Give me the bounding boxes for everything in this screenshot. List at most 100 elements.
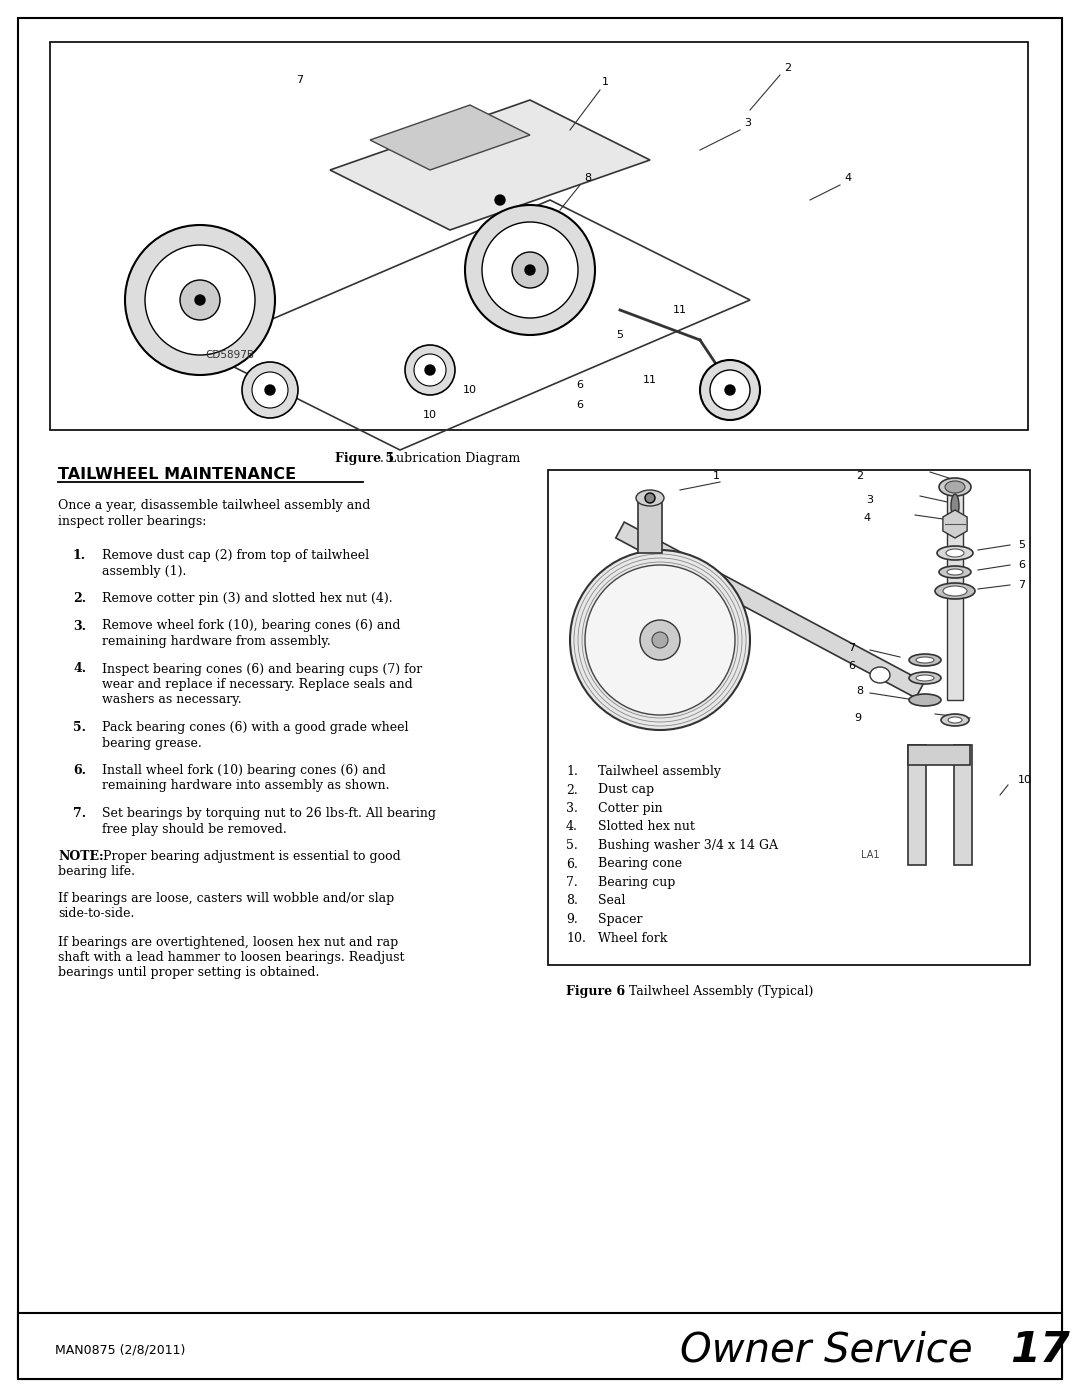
Text: 10: 10 (1018, 775, 1032, 785)
Text: 4: 4 (845, 173, 851, 183)
Text: 10: 10 (463, 386, 477, 395)
Text: 1: 1 (713, 471, 719, 481)
Ellipse shape (935, 583, 975, 599)
Ellipse shape (265, 386, 275, 395)
Text: If bearings are loose, casters will wobble and/or slap: If bearings are loose, casters will wobb… (58, 893, 394, 905)
Bar (947, 490, 963, 700)
Text: 10: 10 (423, 409, 437, 420)
Text: 7: 7 (849, 643, 855, 652)
Text: free play should be removed.: free play should be removed. (102, 823, 287, 835)
Ellipse shape (414, 353, 446, 386)
Ellipse shape (939, 478, 971, 496)
Ellipse shape (636, 490, 664, 506)
Ellipse shape (909, 654, 941, 666)
Text: shaft with a lead hammer to loosen bearings. Readjust: shaft with a lead hammer to loosen beari… (58, 951, 405, 964)
Text: LA1: LA1 (861, 849, 879, 861)
Bar (548, 469, 1030, 965)
Text: Pack bearing cones (6) with a good grade wheel: Pack bearing cones (6) with a good grade… (102, 721, 408, 733)
Bar (50, 42, 1028, 430)
Text: 6.: 6. (566, 858, 578, 870)
Ellipse shape (909, 694, 941, 705)
Text: 8.: 8. (566, 894, 578, 908)
Text: bearings until proper setting is obtained.: bearings until proper setting is obtaine… (58, 965, 320, 979)
Text: 17: 17 (1010, 1329, 1070, 1370)
Ellipse shape (916, 675, 934, 680)
Ellipse shape (941, 714, 969, 726)
Text: 2: 2 (856, 471, 864, 481)
Text: bearing grease.: bearing grease. (102, 736, 202, 750)
Text: Once a year, disassemble tailwheel assembly and: Once a year, disassemble tailwheel assem… (58, 499, 370, 511)
Text: 11: 11 (643, 374, 657, 386)
Ellipse shape (943, 585, 967, 597)
Text: . Tailwheel Assembly (Typical): . Tailwheel Assembly (Typical) (621, 985, 813, 997)
Ellipse shape (948, 717, 962, 724)
Ellipse shape (495, 196, 505, 205)
Text: Install wheel fork (10) bearing cones (6) and: Install wheel fork (10) bearing cones (6… (102, 764, 386, 777)
Text: Owner Service: Owner Service (680, 1330, 985, 1369)
Ellipse shape (870, 666, 890, 683)
Ellipse shape (947, 569, 963, 576)
Text: 11: 11 (673, 305, 687, 314)
Ellipse shape (710, 370, 750, 409)
Text: side-to-side.: side-to-side. (58, 907, 134, 921)
Bar (18, 1313, 1062, 1379)
Ellipse shape (945, 481, 966, 493)
Ellipse shape (725, 386, 735, 395)
Text: 3.: 3. (73, 619, 86, 633)
Text: 10.: 10. (566, 932, 585, 944)
Text: wear and replace if necessary. Replace seals and: wear and replace if necessary. Replace s… (102, 678, 413, 692)
Ellipse shape (916, 657, 934, 664)
Text: 8: 8 (584, 173, 592, 183)
Text: 4: 4 (863, 513, 870, 522)
Ellipse shape (180, 279, 220, 320)
Bar (638, 497, 662, 553)
Text: Seal: Seal (598, 894, 625, 908)
Bar (908, 745, 926, 865)
Text: Remove dust cap (2) from top of tailwheel: Remove dust cap (2) from top of tailwhee… (102, 549, 369, 562)
Text: 5: 5 (1018, 541, 1025, 550)
Text: Wheel fork: Wheel fork (598, 932, 667, 944)
Ellipse shape (195, 295, 205, 305)
Bar (908, 745, 970, 766)
Ellipse shape (652, 631, 669, 648)
Ellipse shape (482, 222, 578, 319)
Polygon shape (943, 510, 967, 538)
Text: 6: 6 (1018, 560, 1025, 570)
Ellipse shape (912, 840, 923, 851)
Text: 9.: 9. (566, 914, 578, 926)
Ellipse shape (512, 251, 548, 288)
Text: Figure 5: Figure 5 (335, 453, 394, 465)
Text: 6: 6 (849, 661, 855, 671)
Text: CD5897B: CD5897B (205, 351, 255, 360)
Text: 5.: 5. (566, 840, 578, 852)
Ellipse shape (937, 546, 973, 560)
Text: remaining hardware from assembly.: remaining hardware from assembly. (102, 636, 330, 648)
Text: 1.: 1. (73, 549, 86, 562)
Text: Cotter pin: Cotter pin (598, 802, 663, 814)
Text: 2.: 2. (73, 592, 86, 605)
Text: Tailwheel assembly: Tailwheel assembly (598, 766, 721, 778)
Text: Slotted hex nut: Slotted hex nut (598, 820, 694, 834)
Text: remaining hardware into assembly as shown.: remaining hardware into assembly as show… (102, 780, 390, 792)
Ellipse shape (125, 225, 275, 374)
Text: 4.: 4. (566, 820, 578, 834)
Text: Bushing washer 3/4 x 14 GA: Bushing washer 3/4 x 14 GA (598, 840, 778, 852)
Ellipse shape (939, 566, 971, 578)
Ellipse shape (145, 244, 255, 355)
Ellipse shape (909, 672, 941, 685)
Text: 4.: 4. (73, 662, 86, 676)
Ellipse shape (645, 493, 654, 503)
Ellipse shape (570, 550, 750, 731)
Text: NOTE:: NOTE: (58, 849, 104, 863)
Text: Set bearings by torquing nut to 26 lbs-ft. All bearing: Set bearings by torquing nut to 26 lbs-f… (102, 807, 436, 820)
Text: 3.: 3. (566, 802, 578, 814)
Text: 6: 6 (577, 380, 583, 390)
Text: 2.: 2. (566, 784, 578, 796)
Text: 7.: 7. (73, 807, 86, 820)
Polygon shape (370, 105, 530, 170)
Text: 7.: 7. (566, 876, 578, 888)
Bar (954, 745, 972, 865)
Ellipse shape (525, 265, 535, 275)
Ellipse shape (465, 205, 595, 335)
Text: Proper bearing adjustment is essential to good: Proper bearing adjustment is essential t… (99, 849, 401, 863)
